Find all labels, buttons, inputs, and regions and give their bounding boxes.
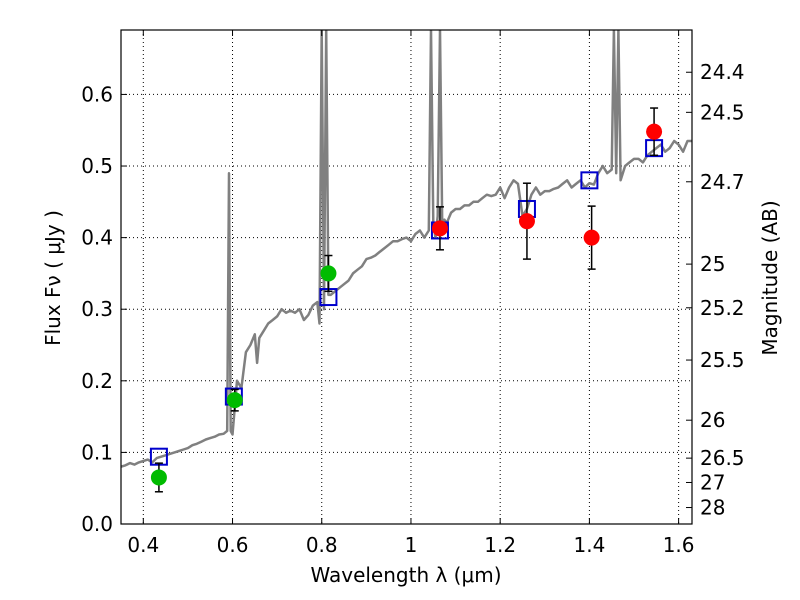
grid-lines	[121, 30, 692, 525]
y-tick-label: 0.0	[81, 512, 113, 536]
spectrum-line	[121, 30, 692, 468]
y-tick-labels: 0.0 0.1 0.2 0.3 0.4 0.5 0.6	[81, 82, 113, 536]
right-tick-label: 27	[700, 470, 725, 494]
spectrum-layer	[121, 30, 692, 468]
x-axis-label: Wavelength λ (μm)	[310, 563, 501, 587]
right-tick-label: 25.2	[700, 296, 745, 320]
right-axis-label: Magnitude (AB)	[758, 200, 782, 355]
x-tick-label: 1.4	[573, 533, 605, 557]
y-tick-label: 0.4	[81, 226, 113, 250]
model-photometry-square	[580, 171, 599, 190]
right-tick-label: 25.5	[700, 348, 745, 372]
x-tick-label: 0.4	[127, 533, 159, 557]
marker-layer	[149, 107, 664, 493]
y-tick-label: 0.3	[81, 297, 113, 321]
observed-flux-point	[320, 265, 337, 282]
right-tick-label: 26.5	[700, 446, 745, 470]
plot-frame	[120, 29, 693, 525]
x-tick-label: 1.6	[663, 533, 695, 557]
x-tick-labels: 0.4 0.6 0.8 1 1.2 1.4 1.6	[127, 533, 694, 557]
y-tick-label: 0.5	[81, 154, 113, 178]
x-tick-label: 1.2	[484, 533, 516, 557]
x-tick-label: 1	[405, 533, 418, 557]
y-axis-label: Flux Fν ( μJy )	[41, 210, 65, 346]
right-tick-label: 25	[700, 252, 725, 276]
observed-flux-point	[583, 229, 600, 246]
y-tick-label: 0.2	[81, 369, 113, 393]
observed-flux-point	[150, 469, 167, 486]
right-tick-label: 28	[700, 496, 725, 520]
right-tick-label: 26	[700, 408, 725, 432]
y-tick-label: 0.6	[81, 82, 113, 106]
observed-flux-point	[431, 220, 448, 237]
observed-flux-point	[226, 392, 243, 409]
x-tick-label: 0.8	[306, 533, 338, 557]
right-tick-label: 24.7	[700, 170, 745, 194]
right-tick-label: 24.5	[700, 100, 745, 124]
x-tick-label: 0.6	[217, 533, 249, 557]
right-tick-label: 24.4	[700, 60, 745, 84]
tick-layer	[121, 30, 692, 525]
y-tick-label: 0.1	[81, 440, 113, 464]
observed-flux-point	[646, 123, 663, 140]
observed-flux-point	[518, 213, 535, 230]
